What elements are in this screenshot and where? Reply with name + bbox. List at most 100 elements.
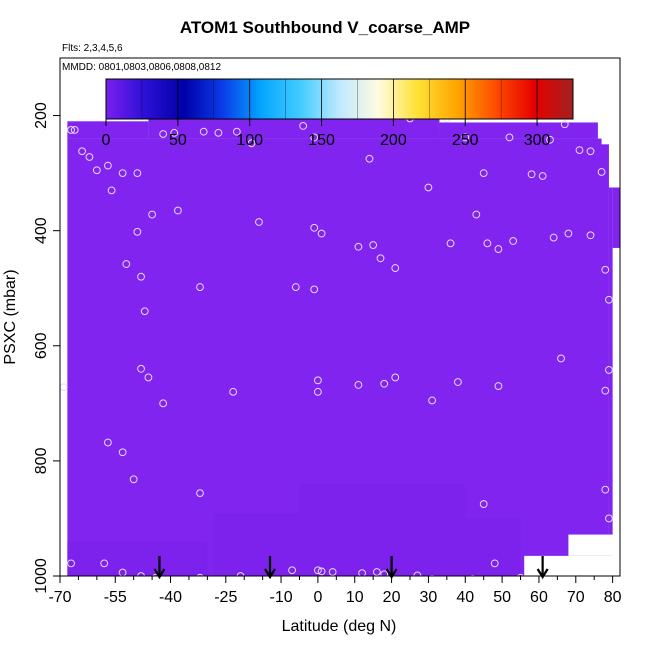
x-tick-label: 0 — [313, 589, 322, 606]
observation-point — [310, 133, 319, 142]
observation-point — [369, 241, 378, 249]
observation-point — [354, 381, 363, 389]
observation-point — [78, 147, 87, 156]
observation-point — [317, 567, 326, 576]
observation-point — [549, 233, 558, 242]
observation-point — [517, 573, 525, 576]
y-tick-label: 1000 — [33, 558, 50, 594]
observation-point — [129, 475, 138, 484]
observation-point — [70, 126, 79, 134]
observation-point — [376, 254, 385, 263]
data-field-cell — [520, 534, 569, 558]
x-tick-label: -40 — [159, 589, 182, 606]
observation-point — [103, 161, 112, 170]
observation-point — [255, 218, 263, 226]
observation-point — [601, 265, 610, 274]
observation-point — [67, 126, 75, 134]
flight-arrow-head — [536, 568, 549, 580]
data-field-cell — [597, 144, 609, 576]
colorbar-gradient — [105, 78, 574, 120]
data-field-cell — [608, 187, 613, 576]
data-field-cell-dark — [67, 541, 208, 576]
y-tick-label: 200 — [33, 102, 50, 129]
chart-title: ATOM1 Southbound V_coarse_AMP — [179, 18, 471, 37]
observation-point — [118, 169, 127, 178]
observation-point — [133, 169, 142, 178]
observation-point — [229, 387, 238, 396]
observation-point — [605, 366, 613, 374]
observation-point — [85, 153, 94, 161]
dates-note: MMDD: 0801,0803,0806,0808,0812 — [62, 62, 222, 73]
colorbar-tick-label: 200 — [380, 132, 407, 149]
colorbar-tick-label: 100 — [236, 132, 263, 149]
observation-point — [137, 364, 145, 373]
observation-point — [122, 260, 131, 268]
observation-points — [60, 100, 613, 576]
x-tick-label: -55 — [104, 589, 127, 606]
observation-point — [494, 245, 503, 253]
observation-point — [365, 154, 374, 163]
x-tick-label: 30 — [420, 589, 438, 606]
observation-point — [92, 166, 101, 175]
x-tick-label: -10 — [269, 589, 292, 606]
observation-point — [391, 373, 400, 382]
observation-point — [288, 566, 297, 575]
observation-point — [483, 239, 492, 248]
observation-point — [140, 307, 149, 316]
observation-point — [380, 570, 389, 576]
observation-point — [107, 186, 116, 195]
x-tick-label: -70 — [48, 589, 71, 606]
colorbar-tick-label: 250 — [452, 132, 479, 149]
observation-point — [103, 438, 112, 447]
missing-data-gap — [524, 555, 620, 576]
observation-point — [144, 373, 153, 382]
colorbar-tick-label: 150 — [308, 132, 335, 149]
observation-point — [67, 559, 75, 568]
colorbar-tick-label: 50 — [169, 132, 187, 149]
observation-point — [509, 237, 518, 245]
observation-point — [527, 170, 536, 179]
observation-point — [354, 242, 363, 251]
observation-point — [605, 295, 613, 304]
observation-point — [196, 489, 204, 498]
observation-point — [313, 566, 322, 575]
data-field-cell-dark — [465, 518, 521, 576]
observation-point — [152, 573, 160, 576]
colorbar-ticks: 0 50 100 150 200 250 300 — [102, 79, 551, 149]
observation-point — [133, 227, 142, 236]
flight-arrow-head — [264, 568, 276, 580]
data-field-cell — [439, 122, 598, 139]
observation-point — [391, 264, 400, 272]
observation-point — [479, 169, 488, 178]
observation-point — [428, 396, 437, 405]
data-field-cell-dark — [299, 483, 466, 576]
x-tick-label: 10 — [346, 589, 364, 606]
observation-point — [232, 127, 241, 136]
observation-point — [429, 574, 435, 576]
data-field-cell — [67, 121, 149, 139]
observation-point — [372, 568, 381, 576]
observation-point — [424, 183, 433, 192]
x-tick-label: 20 — [383, 589, 401, 606]
flights-note: Flts: 2,3,4,5,6 — [62, 43, 123, 54]
observation-point — [461, 133, 470, 142]
observation-point — [317, 229, 326, 238]
x-tick-label: 80 — [604, 589, 622, 606]
flight-arrows — [153, 556, 549, 580]
data-field-layer — [67, 95, 620, 576]
observation-point — [576, 574, 583, 576]
flight-arrow-head — [153, 568, 166, 580]
x-tick-label: 60 — [530, 589, 548, 606]
x-axis-label: Latitude (deg N) — [282, 618, 397, 635]
observation-point — [199, 127, 208, 136]
observation-point — [564, 229, 573, 238]
y-axis-label: PSXC (mbar) — [2, 269, 19, 364]
observation-point — [575, 146, 584, 154]
observation-point — [196, 573, 204, 576]
observation-point — [490, 559, 499, 568]
observation-point — [538, 172, 547, 180]
observation-point — [299, 122, 308, 130]
observation-point — [159, 399, 168, 408]
y-tick-label: 400 — [33, 217, 50, 244]
colorbar-tick-label: 300 — [524, 132, 551, 149]
